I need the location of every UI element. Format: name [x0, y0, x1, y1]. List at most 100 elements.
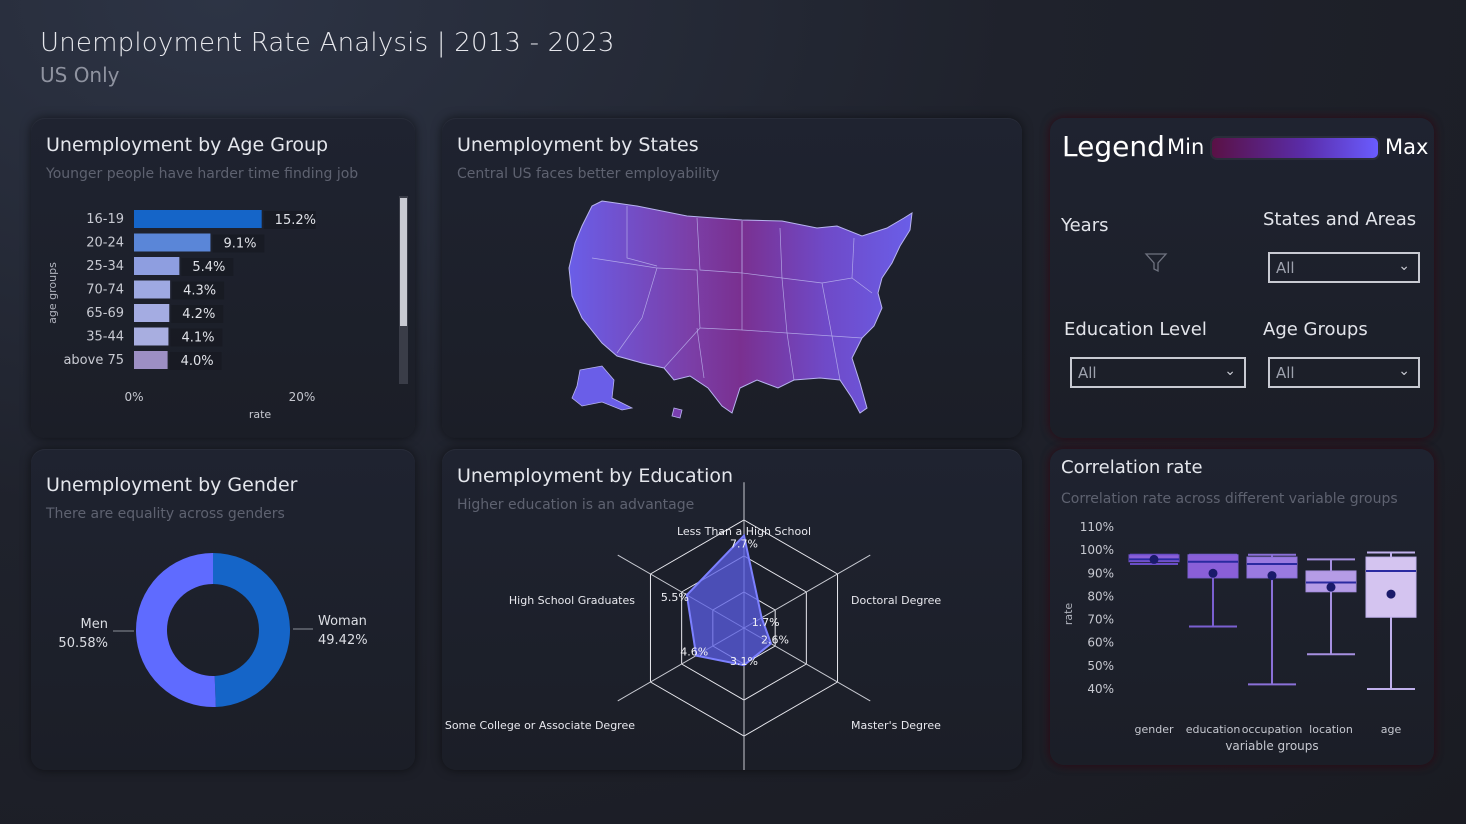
age-bar-label: 4.1% [181, 331, 214, 346]
gender-donut-chart[interactable]: Woman 49.42% Men 50.58% [31, 449, 415, 770]
radar-axis-label: Master's Degree [851, 719, 941, 732]
men-value: 50.58% [58, 636, 108, 651]
age-category-label: 16-19 [86, 212, 124, 227]
age-category-label: 65-69 [86, 306, 124, 321]
gender-card-subtitle: There are equality across genders [46, 506, 285, 522]
age-bar-label: 15.2% [275, 213, 316, 228]
education-filter-label: Education Level [1064, 319, 1207, 340]
age-bar-label: 4.3% [183, 284, 216, 299]
woman-label: Woman [318, 614, 367, 629]
corr-xtick: gender [1135, 723, 1174, 736]
page-subtitle: US Only [40, 63, 120, 87]
corr-xtick: education [1186, 723, 1241, 736]
filter-funnel-icon[interactable] [1144, 251, 1168, 275]
correlation-box-chart[interactable]: rate variable groups 110% 100% 90% 80% 70% 60… [1050, 449, 1434, 765]
box-location[interactable] [1305, 570, 1357, 593]
corr-ytick: 70% [1087, 613, 1114, 627]
age-bar[interactable] [134, 257, 180, 275]
age-bar-label-bg [170, 328, 223, 347]
corr-ytick: 90% [1087, 566, 1114, 580]
education-dropdown[interactable]: All ⌄ [1070, 357, 1246, 388]
page-title: Unemployment Rate Analysis | 2013 - 2023 [40, 28, 615, 58]
states-dropdown-value: All [1276, 259, 1295, 277]
age-filter-label: Age Groups [1263, 319, 1368, 340]
age-bar-label-bg [171, 305, 224, 323]
corr-ytick: 110% [1080, 520, 1114, 534]
us-map[interactable] [442, 118, 1022, 438]
corr-card-title: Correlation rate [1061, 457, 1203, 478]
states-card-subtitle: Central US faces better employability [457, 166, 720, 182]
age-card-title: Unemployment by Age Group [46, 134, 329, 156]
legend-gradient-bar [1210, 136, 1380, 160]
age-dropdown[interactable]: All ⌄ [1268, 357, 1420, 388]
donut-slice-men[interactable] [136, 553, 216, 707]
age-bar-label-bg [169, 352, 222, 370]
radar-axis-label: Doctoral Degree [851, 594, 941, 607]
age-bar[interactable] [134, 351, 168, 369]
chevron-down-icon: ⌄ [1398, 258, 1410, 274]
filters-card: Legend Min Max Years States and Areas Al… [1050, 118, 1434, 438]
states-card: Unemployment by States Central US faces … [442, 118, 1022, 438]
radar-value-label: 7.7% [730, 538, 758, 551]
radar-axis-line [743, 554, 871, 629]
age-card-subtitle: Younger people have harder time finding … [46, 166, 359, 182]
hawaii-shape[interactable] [671, 407, 683, 419]
age-category-label: above 75 [63, 353, 124, 368]
education-radar-chart[interactable]: 7.7% 1.7% 2.6%3.1% 4.6% 5.5% Less Than a High… [442, 449, 1022, 770]
age-bar-label: 9.1% [223, 237, 256, 252]
box-age[interactable] [1365, 556, 1417, 618]
age-bar[interactable] [134, 233, 211, 252]
woman-value: 49.42% [318, 633, 368, 648]
states-filter-label: States and Areas [1263, 209, 1417, 230]
chevron-down-icon: ⌄ [1224, 363, 1236, 379]
education-card: Unemployment by Education Higher educati… [442, 449, 1022, 770]
us-mainland-shape[interactable] [568, 200, 913, 414]
corr-ytick: 80% [1087, 589, 1114, 603]
corr-ytick: 60% [1087, 636, 1114, 650]
age-xtick-0: 0% [124, 390, 143, 404]
edu-card-subtitle: Higher education is an advantage [457, 497, 695, 513]
age-bar-label: 5.4% [192, 260, 225, 275]
corr-xtick: age [1381, 723, 1402, 736]
corr-xtick: occupation [1242, 723, 1303, 736]
age-bar-label-bg [212, 234, 265, 253]
radar-value-label: 5.5% [661, 591, 689, 604]
age-scrollbar-thumb[interactable] [400, 198, 407, 326]
legend-min-label: Min [1167, 135, 1205, 159]
radar-axis-label: High School Graduates [509, 594, 635, 607]
age-bar-label: 4.0% [181, 354, 214, 369]
age-bar-chart[interactable]: age groups 0% 20% rate 16-19 15.2% 20-24 9.… [31, 118, 415, 438]
edu-card-title: Unemployment by Education [457, 465, 734, 487]
age-category-label: 35-44 [86, 330, 124, 345]
corr-ytick: 50% [1087, 659, 1114, 673]
box-mean-dot [1386, 589, 1396, 599]
chevron-down-icon: ⌄ [1398, 363, 1410, 379]
states-dropdown[interactable]: All ⌄ [1268, 252, 1420, 283]
radar-series-area[interactable] [685, 533, 773, 667]
radar-axis-label: Less Than a High School [677, 525, 811, 538]
age-bar[interactable] [134, 304, 170, 322]
age-bar-label: 4.2% [182, 307, 215, 322]
box-education[interactable] [1187, 554, 1239, 579]
box-mean-dot [1208, 568, 1218, 578]
states-card-title: Unemployment by States [457, 134, 699, 156]
radar-value-label: 2.6% [761, 634, 789, 647]
radar-value-label: 3.1% [730, 655, 758, 668]
age-xtick-1: 20% [289, 390, 316, 404]
age-bar[interactable] [134, 210, 262, 228]
age-bar-label-bg [181, 258, 234, 276]
age-bar[interactable] [134, 280, 171, 299]
corr-ytick: 100% [1080, 543, 1114, 557]
gender-card-title: Unemployment by Gender [46, 474, 298, 496]
box-mean-dot [1267, 571, 1277, 581]
age-xlabel: rate [249, 408, 272, 421]
alaska-shape[interactable] [571, 365, 634, 411]
age-bar[interactable] [134, 327, 169, 346]
years-label: Years [1061, 215, 1109, 236]
corr-ylabel: rate [1062, 603, 1075, 626]
correlation-card: Correlation rate Correlation rate across… [1050, 449, 1434, 765]
corr-xtick: location [1309, 723, 1353, 736]
donut-slice-woman[interactable] [213, 553, 291, 707]
corr-card-subtitle: Correlation rate across different variab… [1061, 491, 1398, 507]
legend-title: Legend [1062, 130, 1165, 163]
